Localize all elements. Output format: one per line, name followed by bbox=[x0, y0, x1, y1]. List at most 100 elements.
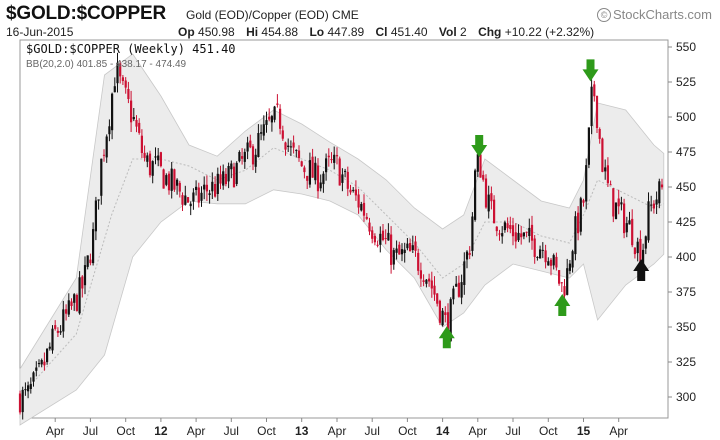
candle-body bbox=[498, 233, 501, 235]
quote-open: Op 450.98 bbox=[178, 25, 235, 39]
candle-body bbox=[143, 152, 146, 158]
candle-body bbox=[260, 132, 263, 134]
candle-body bbox=[406, 243, 409, 249]
candle-body bbox=[357, 194, 360, 208]
chart-header: $GOLD:$COPPER Gold (EOD)/Copper (EOD) CM… bbox=[0, 0, 720, 40]
quote-change: Chg +10.22 (+2.32%) bbox=[478, 25, 594, 39]
candle-body bbox=[195, 186, 198, 190]
candle-body bbox=[262, 124, 265, 136]
candle-body bbox=[268, 116, 271, 120]
candle-body bbox=[300, 161, 303, 167]
candle-body bbox=[566, 268, 569, 295]
candle-body bbox=[186, 197, 190, 203]
candle-body bbox=[18, 393, 22, 413]
candle-body bbox=[200, 192, 203, 201]
candle-body bbox=[322, 173, 325, 185]
candle-body bbox=[422, 280, 425, 282]
x-tick-label: Apr bbox=[468, 424, 487, 438]
candle-body bbox=[224, 173, 227, 185]
x-tick-label: Jul bbox=[83, 424, 98, 438]
candle-body bbox=[582, 200, 585, 203]
candle-body bbox=[650, 204, 653, 206]
candle-body bbox=[506, 223, 509, 229]
description-text: Gold (EOD)/Copper (EOD) bbox=[186, 8, 329, 22]
candles bbox=[18, 52, 664, 420]
quote-low: Lo 447.89 bbox=[309, 25, 364, 39]
candle-body bbox=[577, 212, 580, 234]
chart-title: $GOLD:$COPPER (Weekly) 451.40 bbox=[26, 42, 236, 56]
candle-body bbox=[612, 188, 615, 217]
candle-body bbox=[655, 199, 658, 205]
arrow-up-3 bbox=[554, 294, 571, 316]
candle-body bbox=[127, 89, 130, 99]
quote-change-label: Chg bbox=[478, 25, 502, 39]
candle-body bbox=[604, 167, 607, 172]
candle-body bbox=[417, 252, 420, 271]
candle-body bbox=[658, 181, 661, 204]
candle-body bbox=[341, 174, 344, 183]
quote-volume: Vol 2 bbox=[439, 25, 467, 39]
y-tick-label: 400 bbox=[676, 250, 696, 264]
x-tick-label: Jul bbox=[505, 424, 520, 438]
candle-body bbox=[579, 198, 582, 232]
x-tick-label: Apr bbox=[328, 424, 347, 438]
candle-body bbox=[574, 216, 577, 255]
candle-body bbox=[157, 155, 160, 161]
candle-body bbox=[295, 149, 298, 151]
candle-body bbox=[167, 173, 171, 191]
candle-body bbox=[482, 174, 485, 180]
candle-body bbox=[452, 288, 455, 300]
candle-body bbox=[89, 259, 92, 264]
candle-body bbox=[230, 163, 233, 170]
candle-body bbox=[314, 162, 317, 181]
candle-body bbox=[601, 138, 604, 172]
candle-body bbox=[354, 189, 357, 196]
y-tick-label: 500 bbox=[676, 110, 696, 124]
candle-body bbox=[501, 233, 504, 237]
arrow-down-2 bbox=[471, 135, 488, 157]
candle-body bbox=[449, 299, 452, 342]
chart-subtitle: BB(20,2.0) 401.85 - 438.17 - 474.49 bbox=[26, 59, 187, 70]
brand-link[interactable]: © StockCharts.com bbox=[597, 7, 712, 22]
candle-body bbox=[549, 259, 553, 266]
candle-body bbox=[390, 234, 393, 265]
candle-body bbox=[56, 330, 59, 333]
candle-body bbox=[154, 156, 157, 158]
candle-body bbox=[173, 169, 176, 190]
candle-body bbox=[552, 255, 555, 266]
candle-body bbox=[530, 224, 534, 241]
candle-body bbox=[647, 201, 650, 241]
candle-body bbox=[628, 220, 631, 225]
candle-body bbox=[335, 155, 339, 157]
candle-body bbox=[265, 120, 268, 125]
candle-body bbox=[468, 252, 471, 255]
candle-body bbox=[379, 233, 382, 245]
quote-high: Hi 454.88 bbox=[246, 25, 298, 39]
candle-body bbox=[181, 195, 184, 205]
candle-body bbox=[124, 80, 127, 88]
quote-open-value: 450.98 bbox=[198, 25, 235, 39]
candle-body bbox=[617, 198, 620, 207]
candle-body bbox=[614, 202, 618, 219]
candle-body bbox=[403, 249, 406, 253]
candle-body bbox=[625, 223, 628, 233]
candle-body bbox=[509, 225, 512, 230]
candle-body bbox=[373, 235, 376, 243]
candle-body bbox=[92, 229, 95, 264]
candle-body bbox=[438, 300, 441, 323]
y-tick-label: 375 bbox=[676, 285, 696, 299]
candle-body bbox=[327, 155, 330, 158]
candle-body bbox=[633, 247, 636, 255]
candle-body bbox=[51, 328, 54, 351]
candle-body bbox=[511, 225, 515, 237]
candle-body bbox=[636, 241, 639, 254]
candle-body bbox=[384, 238, 387, 239]
candle-body bbox=[219, 174, 222, 184]
candle-body bbox=[528, 227, 531, 236]
candle-body bbox=[411, 245, 414, 250]
candle-body bbox=[75, 295, 78, 311]
x-tick-label: 13 bbox=[295, 424, 309, 438]
candle-body bbox=[623, 203, 626, 234]
x-tick-label: Oct bbox=[257, 424, 276, 438]
